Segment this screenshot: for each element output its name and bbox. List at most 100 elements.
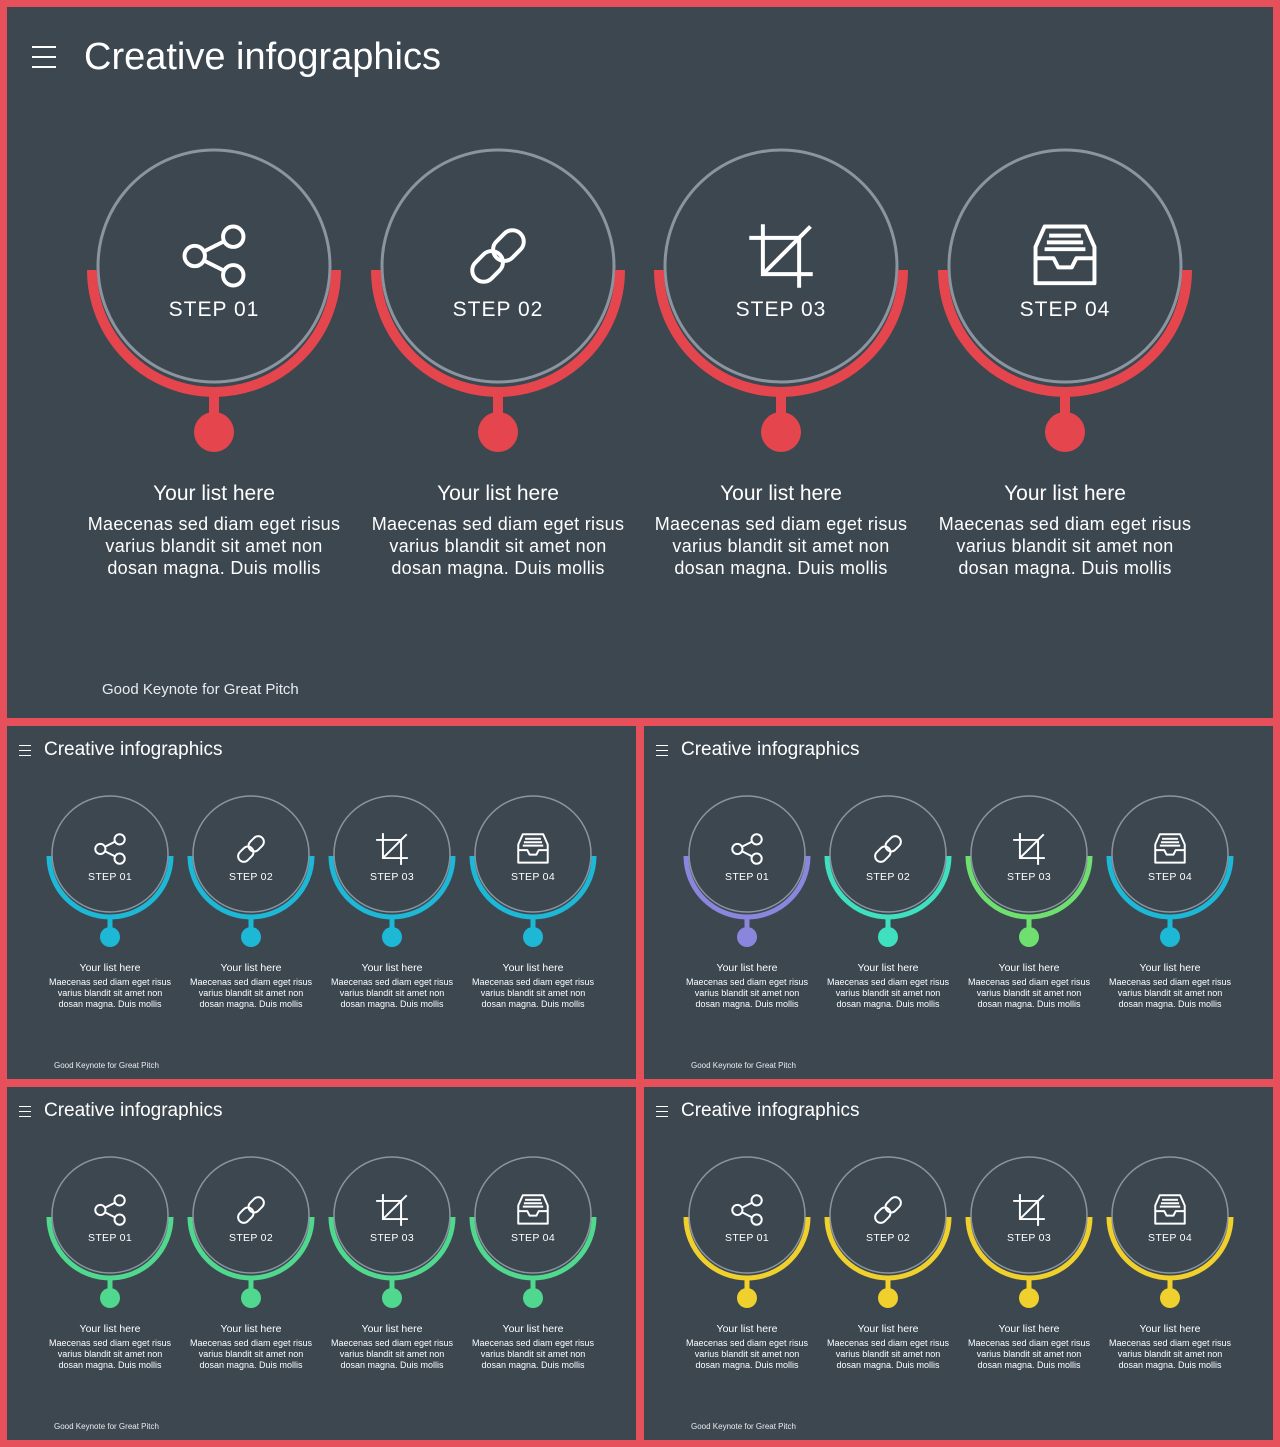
- step-label: STEP 03: [370, 871, 414, 883]
- step-ring: [192, 1156, 310, 1274]
- item-title: Your list here: [998, 1323, 1060, 1335]
- step-label: STEP 02: [452, 298, 544, 321]
- item-title: Your list here: [437, 482, 559, 505]
- step-dot: [100, 927, 120, 947]
- variant-slide-yellow: Creative infographics STEP 01 Your list he…: [644, 1087, 1273, 1440]
- item-description: Maecenas sed diam eget risus varius blan…: [1108, 1338, 1232, 1370]
- step-label: STEP 04: [511, 871, 555, 883]
- step-graphic: [87, 148, 341, 452]
- step-label: STEP 01: [725, 1232, 769, 1244]
- step-label: STEP 02: [229, 871, 273, 883]
- step-card: STEP 02 Your list here Maecenas sed diam e…: [368, 148, 628, 612]
- item-description: Maecenas sed diam eget risus varius blan…: [471, 977, 595, 1009]
- link-icon: [464, 222, 532, 290]
- step-ring: [829, 1156, 947, 1274]
- step-label: STEP 02: [866, 871, 910, 883]
- step-ring: [829, 795, 947, 913]
- menu-icon[interactable]: [19, 744, 31, 756]
- menu-icon[interactable]: [32, 46, 56, 68]
- item-title: Your list here: [502, 1323, 564, 1335]
- link-icon: [234, 1193, 268, 1227]
- slide-title: Creative infographics: [44, 739, 223, 760]
- step-graphic: [187, 1156, 315, 1308]
- step-graphic: [654, 148, 908, 452]
- step-graphic: [965, 795, 1093, 947]
- step-ring: [474, 795, 592, 913]
- inbox-icon: [1153, 1193, 1187, 1227]
- step-label: STEP 01: [88, 1232, 132, 1244]
- step-card: STEP 02 Your list here Maecenas sed diam e…: [823, 1156, 953, 1388]
- item-description: Maecenas sed diam eget risus varius blan…: [826, 1338, 950, 1370]
- slide-header: Creative infographics: [656, 1100, 859, 1122]
- step-label: STEP 04: [511, 1232, 555, 1244]
- step-dot: [241, 1288, 261, 1308]
- main-slide: Creative infographics STEP 01 Your list he…: [7, 7, 1273, 718]
- step-graphic: [469, 1156, 597, 1308]
- item-title: Your list here: [220, 962, 282, 974]
- menu-icon[interactable]: [19, 1105, 31, 1117]
- item-title: Your list here: [79, 962, 141, 974]
- step-card: STEP 03 Your list here Maecenas sed diam e…: [651, 148, 911, 612]
- item-title: Your list here: [998, 962, 1060, 974]
- crop-icon: [375, 1193, 409, 1227]
- item-description: Maecenas sed diam eget risus varius blan…: [371, 514, 625, 578]
- step-ring: [947, 148, 1183, 384]
- crop-icon: [1012, 832, 1046, 866]
- slide-footer: Good Keynote for Great Pitch: [102, 681, 299, 698]
- share-icon: [180, 222, 248, 290]
- menu-icon[interactable]: [656, 1105, 668, 1117]
- step-dot: [1019, 1288, 1039, 1308]
- step-card: STEP 04 Your list here Maecenas sed diam e…: [468, 1156, 598, 1388]
- item-description: Maecenas sed diam eget risus varius blan…: [826, 977, 950, 1009]
- share-icon: [730, 1193, 764, 1227]
- step-card: STEP 01 Your list here Maecenas sed diam e…: [45, 1156, 175, 1388]
- step-label: STEP 03: [1007, 1232, 1051, 1244]
- share-icon: [730, 832, 764, 866]
- step-label: STEP 01: [725, 871, 769, 883]
- step-dot: [194, 412, 234, 452]
- menu-icon[interactable]: [656, 744, 668, 756]
- link-icon: [234, 832, 268, 866]
- step-graphic: [683, 795, 811, 947]
- inbox-icon: [1031, 222, 1099, 290]
- step-card: STEP 03 Your list here Maecenas sed diam e…: [964, 1156, 1094, 1388]
- step-dot: [478, 412, 518, 452]
- step-card: STEP 02 Your list here Maecenas sed diam e…: [186, 1156, 316, 1388]
- step-label: STEP 04: [1019, 298, 1111, 321]
- step-card: STEP 04 Your list here Maecenas sed diam e…: [1105, 1156, 1235, 1388]
- item-title: Your list here: [716, 1323, 778, 1335]
- step-dot: [1160, 1288, 1180, 1308]
- step-ring: [192, 795, 310, 913]
- step-card: STEP 01 Your list here Maecenas sed diam e…: [84, 148, 344, 612]
- item-description: Maecenas sed diam eget risus varius blan…: [685, 1338, 809, 1370]
- step-graphic: [824, 1156, 952, 1308]
- step-ring: [688, 795, 806, 913]
- item-title: Your list here: [720, 482, 842, 505]
- step-graphic: [965, 1156, 1093, 1308]
- step-graphic: [328, 795, 456, 947]
- item-description: Maecenas sed diam eget risus varius blan…: [967, 977, 1091, 1009]
- item-title: Your list here: [857, 962, 919, 974]
- item-description: Maecenas sed diam eget risus varius blan…: [654, 514, 908, 578]
- slide-title: Creative infographics: [84, 35, 441, 78]
- step-card: STEP 02 Your list here Maecenas sed diam e…: [186, 795, 316, 1027]
- step-dot: [100, 1288, 120, 1308]
- item-title: Your list here: [361, 1323, 423, 1335]
- step-ring: [970, 795, 1088, 913]
- item-title: Your list here: [502, 962, 564, 974]
- step-dot: [382, 927, 402, 947]
- step-label: STEP 01: [168, 298, 260, 321]
- item-description: Maecenas sed diam eget risus varius blan…: [967, 1338, 1091, 1370]
- step-dot: [523, 927, 543, 947]
- step-ring: [333, 795, 451, 913]
- step-card: STEP 03 Your list here Maecenas sed diam e…: [327, 795, 457, 1027]
- step-ring: [333, 1156, 451, 1274]
- slide-header: Creative infographics: [19, 1100, 222, 1122]
- step-label: STEP 02: [229, 1232, 273, 1244]
- slide-footer: Good Keynote for Great Pitch: [54, 1061, 159, 1070]
- item-title: Your list here: [716, 962, 778, 974]
- step-dot: [382, 1288, 402, 1308]
- step-ring: [51, 795, 169, 913]
- step-graphic: [46, 1156, 174, 1308]
- item-title: Your list here: [1139, 1323, 1201, 1335]
